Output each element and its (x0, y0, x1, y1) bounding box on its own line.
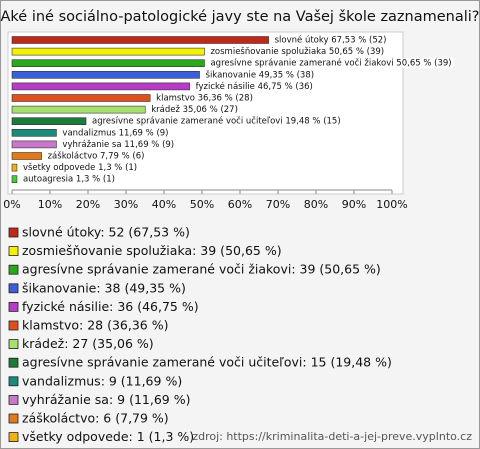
bar (11, 47, 205, 56)
bar-label: agresívne správanie zamerané voči učiteľ… (92, 116, 341, 127)
bar-label-bg (149, 104, 240, 115)
legend-label: vandalizmus: 9 (11,69 %) (22, 373, 182, 388)
legend-swatch (8, 283, 19, 294)
bar-label: všetky odpovede 1,3 % (1) (23, 162, 137, 173)
x-tick-label: 30% (114, 198, 138, 211)
legend-label: agresívne správanie zamerané voči učiteľ… (22, 355, 392, 370)
x-tick-label: 80% (304, 198, 328, 211)
legend-label: vyhrážanie sa: 9 (11,69 %) (22, 392, 190, 407)
bar-label: agresívne správanie zamerané voči žiakov… (210, 58, 451, 69)
bar (11, 129, 57, 137)
legend-swatch (8, 376, 19, 387)
bar-label-bg (154, 93, 255, 103)
x-tick-label: 0% (3, 198, 20, 211)
bar-label-bg (90, 116, 343, 127)
x-tick-label: 20% (76, 198, 100, 211)
x-tick-label: 50% (190, 198, 214, 211)
x-tick-label: 100% (376, 198, 407, 211)
legend-label: autoagresia: 1 (1,3 %) (22, 448, 162, 449)
x-tick-label: 60% (228, 198, 252, 211)
bar (11, 82, 190, 91)
bar-label: zosmiešňovanie spolužiaka 50,65 % (39) (210, 46, 384, 57)
legend-label: záškoláctvo: 6 (7,79 %) (22, 411, 169, 426)
legend-label: zosmiešňovanie spolužiaka: 39 (50,65 %) (22, 243, 282, 258)
bar (11, 36, 269, 44)
bar-label: slovné útoky 67,53 % (52) (275, 35, 387, 46)
legend-swatch (8, 394, 19, 405)
x-tick-label: 40% (152, 198, 176, 211)
bar (11, 105, 146, 114)
legend-label: agresívne správanie zamerané voči žiakov… (22, 262, 381, 277)
x-tick-label: 10% (38, 198, 62, 211)
bar (11, 175, 18, 183)
bar-label-bg (20, 162, 140, 173)
source: zdroj: https://kriminalita-deti-a-jej-pr… (192, 430, 472, 443)
bar-label: záškoláctvo 7,79 % (6) (48, 151, 145, 162)
legend-swatch (8, 301, 19, 312)
bar-label-bg (60, 127, 171, 138)
bar (11, 140, 57, 149)
legend-swatch (8, 339, 19, 350)
x-tick-label: 70% (266, 198, 290, 211)
bar-label: vyhrážanie sa 11,69 % (9) (62, 140, 174, 150)
bar-label: fyzické násilie 46,75 % (36) (196, 81, 313, 92)
legend-swatch (8, 227, 19, 238)
bar-label-bg (208, 46, 387, 57)
bar-label: autoagresia 1,3 % (1) (23, 175, 115, 185)
legend-label: všetky odpovede: 1 (1,3 %) (22, 429, 194, 444)
bar-label: šikanovanie 49,35 % (38) (206, 69, 315, 80)
chart-title: Aké iné sociálno-patologické javy ste na… (1, 9, 480, 25)
bar-label-bg (272, 35, 389, 45)
bar-label: vandalizmus 11,69 % (9) (62, 128, 168, 138)
legend-label: klamstvo: 28 (36,36 %) (22, 318, 168, 333)
legend-label: krádež: 27 (35,06 %) (22, 336, 154, 351)
bar (11, 94, 151, 102)
bar-label-bg (208, 58, 454, 69)
legend-swatch (8, 413, 19, 424)
legend-swatch (8, 320, 19, 331)
legend-label: šikanovanie: 38 (49,35 %) (22, 280, 186, 295)
legend-swatch (8, 246, 19, 257)
bar-label: klamstvo 36,36 % (28) (156, 94, 253, 104)
bar (11, 71, 200, 79)
legend-label: fyzické násilie: 36 (46,75 %) (22, 299, 199, 314)
bar-label-bg (203, 69, 317, 80)
bar-label-bg (60, 139, 177, 150)
bar-label-bg (193, 81, 315, 92)
bar (11, 117, 87, 125)
bar (11, 163, 18, 172)
x-tick-label: 90% (342, 198, 366, 211)
bar (11, 152, 42, 160)
bar-label-bg (20, 174, 117, 185)
bar-label: krádež 35,06 % (27) (151, 105, 238, 115)
bar (11, 59, 205, 68)
legend-swatch (8, 357, 19, 368)
legend-label: slovné útoky: 52 (67,53 %) (22, 225, 190, 240)
legend-swatch (8, 264, 19, 275)
legend-swatch (8, 432, 19, 443)
bar-label-bg (45, 151, 147, 161)
